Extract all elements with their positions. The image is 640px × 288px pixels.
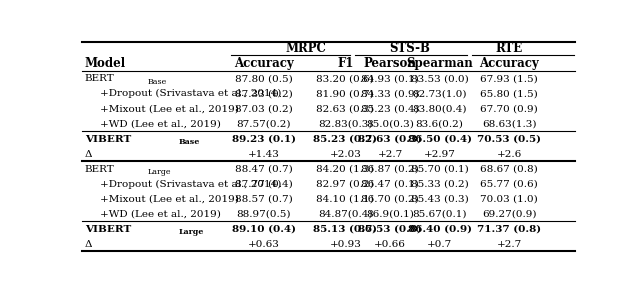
Text: 65.77 (0.6): 65.77 (0.6) — [480, 180, 538, 189]
Text: 85.23 (0.4): 85.23 (0.4) — [361, 105, 419, 113]
Text: 70.53 (0.5): 70.53 (0.5) — [477, 134, 541, 143]
Text: VIBERT: VIBERT — [85, 134, 131, 143]
Text: 86.87 (0.2): 86.87 (0.2) — [361, 165, 419, 174]
Text: 70.03 (1.0): 70.03 (1.0) — [480, 195, 538, 204]
Text: Δ: Δ — [85, 240, 92, 249]
Text: 87.33 (0.2): 87.33 (0.2) — [235, 89, 292, 98]
Text: 82.73(1.0): 82.73(1.0) — [412, 89, 467, 98]
Text: 89.23 (0.1): 89.23 (0.1) — [232, 134, 296, 143]
Text: +0.63: +0.63 — [248, 240, 280, 249]
Text: +2.97: +2.97 — [424, 149, 456, 159]
Text: 85.0(0.3): 85.0(0.3) — [366, 120, 414, 128]
Text: +0.7: +0.7 — [427, 240, 452, 249]
Text: 82.83(0.3): 82.83(0.3) — [318, 120, 372, 128]
Text: Large: Large — [179, 228, 204, 236]
Text: 85.43 (0.3): 85.43 (0.3) — [411, 195, 468, 204]
Text: Large: Large — [147, 168, 171, 176]
Text: 71.37 (0.8): 71.37 (0.8) — [477, 225, 541, 234]
Text: 68.67 (0.8): 68.67 (0.8) — [480, 165, 538, 174]
Text: +2.7: +2.7 — [497, 240, 522, 249]
Text: 67.93 (1.5): 67.93 (1.5) — [480, 74, 538, 83]
Text: 81.90 (0.7): 81.90 (0.7) — [317, 89, 374, 98]
Text: Base: Base — [147, 78, 166, 86]
Text: STS-B: STS-B — [389, 42, 430, 55]
Text: +1.43: +1.43 — [248, 149, 280, 159]
Text: 82.97 (0.2): 82.97 (0.2) — [317, 180, 374, 189]
Text: 85.13 (0.6): 85.13 (0.6) — [314, 225, 378, 234]
Text: 83.80(0.4): 83.80(0.4) — [412, 105, 467, 113]
Text: 85.23 (0.2): 85.23 (0.2) — [314, 134, 378, 143]
Text: 65.80 (1.5): 65.80 (1.5) — [480, 89, 538, 98]
Text: +0.93: +0.93 — [330, 240, 362, 249]
Text: Accuracy: Accuracy — [234, 57, 293, 70]
Text: MRPC: MRPC — [285, 42, 326, 55]
Text: 86.9(0.1): 86.9(0.1) — [366, 210, 414, 219]
Text: 68.63(1.3): 68.63(1.3) — [482, 120, 536, 128]
Text: 84.33 (0.9): 84.33 (0.9) — [361, 89, 419, 98]
Text: 86.47 (0.1): 86.47 (0.1) — [361, 180, 419, 189]
Text: BERT: BERT — [85, 165, 115, 174]
Text: 88.47 (0.7): 88.47 (0.7) — [235, 165, 292, 174]
Text: +0.66: +0.66 — [374, 240, 406, 249]
Text: 84.93 (0.1): 84.93 (0.1) — [361, 74, 419, 83]
Text: 69.27(0.9): 69.27(0.9) — [482, 210, 536, 219]
Text: 89.10 (0.4): 89.10 (0.4) — [232, 225, 296, 234]
Text: 67.70 (0.9): 67.70 (0.9) — [480, 105, 538, 113]
Text: 85.67(0.1): 85.67(0.1) — [412, 210, 467, 219]
Text: 86.50 (0.4): 86.50 (0.4) — [408, 134, 472, 143]
Text: +Mixout (Lee et al., 2019): +Mixout (Lee et al., 2019) — [100, 105, 239, 113]
Text: +WD (Lee et al., 2019): +WD (Lee et al., 2019) — [100, 210, 221, 219]
Text: 88.57 (0.7): 88.57 (0.7) — [235, 195, 292, 204]
Text: 87.77 (0.4): 87.77 (0.4) — [235, 180, 292, 189]
Text: 87.63 (0.3): 87.63 (0.3) — [358, 134, 422, 143]
Text: +WD (Lee et al., 2019): +WD (Lee et al., 2019) — [100, 120, 221, 128]
Text: +Dropout (Srivastava et al., 2014): +Dropout (Srivastava et al., 2014) — [100, 180, 281, 189]
Text: +2.7: +2.7 — [378, 149, 403, 159]
Text: Spearman: Spearman — [406, 57, 473, 70]
Text: 84.20 (1.3): 84.20 (1.3) — [317, 165, 374, 174]
Text: 83.6(0.2): 83.6(0.2) — [415, 120, 463, 128]
Text: RTE: RTE — [495, 42, 523, 55]
Text: 82.63 (0.3): 82.63 (0.3) — [317, 105, 374, 113]
Text: 84.10 (1.1): 84.10 (1.1) — [317, 195, 374, 204]
Text: F1: F1 — [337, 57, 353, 70]
Text: 87.03 (0.2): 87.03 (0.2) — [235, 105, 292, 113]
Text: 86.70 (0.2): 86.70 (0.2) — [361, 195, 419, 204]
Text: 83.20 (0.6): 83.20 (0.6) — [317, 74, 374, 83]
Text: +Dropout (Srivastava et al., 2014): +Dropout (Srivastava et al., 2014) — [100, 89, 281, 98]
Text: Accuracy: Accuracy — [479, 57, 539, 70]
Text: 85.33 (0.2): 85.33 (0.2) — [411, 180, 468, 189]
Text: Δ: Δ — [85, 149, 92, 159]
Text: Base: Base — [179, 138, 200, 146]
Text: 87.57(0.2): 87.57(0.2) — [236, 120, 291, 128]
Text: 84.87(0.4): 84.87(0.4) — [318, 210, 372, 219]
Text: +Mixout (Lee et al., 2019): +Mixout (Lee et al., 2019) — [100, 195, 239, 204]
Text: +2.03: +2.03 — [330, 149, 362, 159]
Text: 86.40 (0.9): 86.40 (0.9) — [408, 225, 472, 234]
Text: +2.6: +2.6 — [497, 149, 522, 159]
Text: 87.80 (0.5): 87.80 (0.5) — [235, 74, 292, 83]
Text: Pearson: Pearson — [364, 57, 417, 70]
Text: BERT: BERT — [85, 74, 115, 83]
Text: VIBERT: VIBERT — [85, 225, 131, 234]
Text: 87.53 (0.8): 87.53 (0.8) — [358, 225, 422, 234]
Text: 88.97(0.5): 88.97(0.5) — [236, 210, 291, 219]
Text: 83.53 (0.0): 83.53 (0.0) — [411, 74, 468, 83]
Text: Model: Model — [85, 57, 126, 70]
Text: 85.70 (0.1): 85.70 (0.1) — [411, 165, 468, 174]
